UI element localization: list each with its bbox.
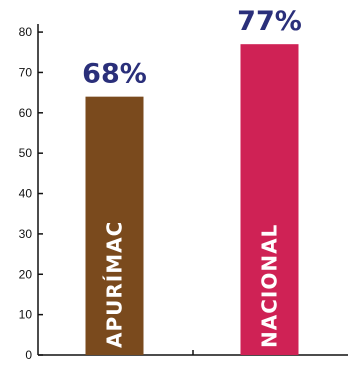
y-tick-label: 70 <box>19 65 33 79</box>
y-tick-label: 50 <box>19 146 33 160</box>
y-tick-label: 10 <box>19 308 33 322</box>
y-tick-label: 40 <box>19 187 33 201</box>
y-tick-label: 20 <box>19 267 33 281</box>
bar-0 <box>85 96 144 355</box>
labels: 68% APURÍMAC 77% NACIONAL <box>82 6 302 348</box>
axes: 0 10 20 30 40 50 60 70 80 <box>19 24 348 362</box>
category-label-1: NACIONAL <box>258 224 282 348</box>
category-label-0: APURÍMAC <box>103 221 127 348</box>
data-label-0: 68% <box>82 59 147 90</box>
data-label-1: 77% <box>237 6 302 37</box>
y-tick-label: 30 <box>19 227 33 241</box>
y-tick-label: 60 <box>19 106 33 120</box>
bars <box>85 44 299 356</box>
y-tick-label: 0 <box>25 348 32 362</box>
y-tick-label: 80 <box>19 25 33 39</box>
bar-1 <box>240 44 299 356</box>
